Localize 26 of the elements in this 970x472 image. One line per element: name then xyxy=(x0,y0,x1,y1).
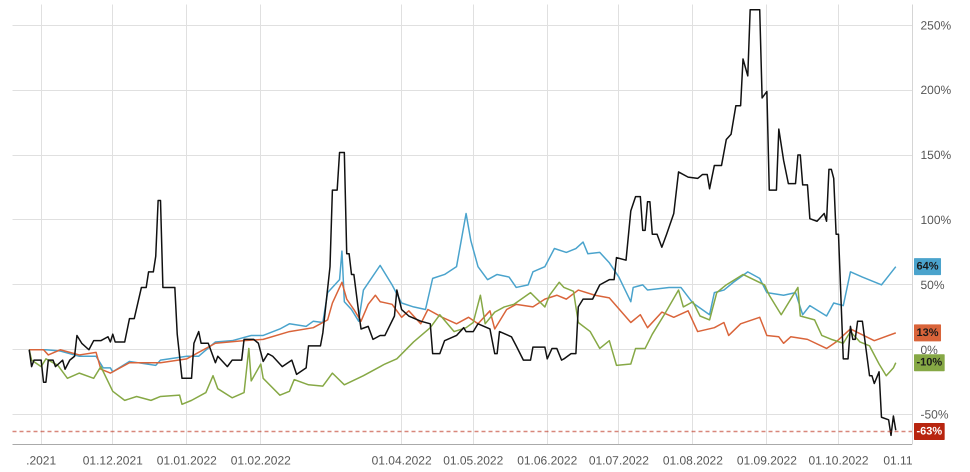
x-tick-label: 01.02.2022 xyxy=(230,454,292,468)
x-tick-label: .2021 xyxy=(26,454,56,468)
line-series xyxy=(28,282,897,374)
x-tick-label: 01.04.2022 xyxy=(372,454,432,468)
x-tick-label: 01.12.2021 xyxy=(82,454,144,468)
x-tick-label: 01.09.2022 xyxy=(736,454,798,468)
x-tick-label: 01.11 xyxy=(883,454,913,468)
y-tick-label: 250% xyxy=(920,18,952,32)
line-series xyxy=(28,274,897,406)
data-label: -10% xyxy=(916,356,942,369)
y-tick-label: 100% xyxy=(920,212,952,227)
x-tick-label: 01.07.2022 xyxy=(588,454,650,468)
data-label: 13% xyxy=(916,326,939,339)
y-tick-label: 150% xyxy=(920,148,952,162)
y-tick-label: 200% xyxy=(920,83,952,98)
y-tick-label: 0% xyxy=(920,342,938,357)
x-tick-label: 01.06.2022 xyxy=(517,454,578,468)
y-tick-label: 50% xyxy=(920,278,945,292)
x-tick-label: 01.10.2022 xyxy=(808,454,869,468)
data-label: 64% xyxy=(916,260,939,273)
line-series xyxy=(28,8,897,436)
x-tick-label: 01.01.2022 xyxy=(156,454,218,468)
x-tick-label: 01.08.2022 xyxy=(662,454,724,468)
x-tick-label: 01.05.2022 xyxy=(443,454,504,468)
ref-line-label: -63% xyxy=(916,426,942,438)
y-tick-label: -50% xyxy=(920,408,949,422)
